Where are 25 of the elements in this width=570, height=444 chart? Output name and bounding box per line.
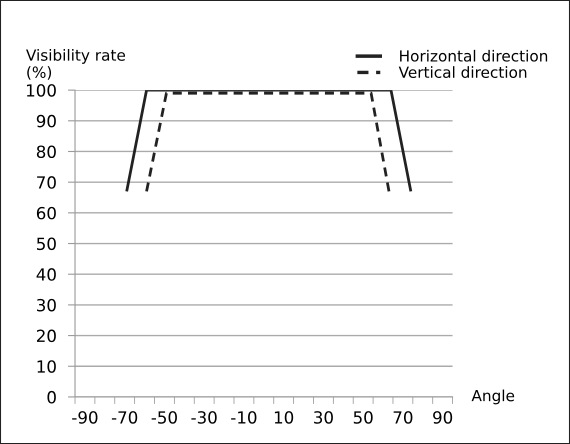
x-tick-label: 70 [394,411,412,424]
x-tick-label: -10 [231,411,256,424]
y-tick-label: 10 [38,360,56,373]
y-tick-label: 80 [36,145,56,158]
y-tick-label: 40 [36,268,56,281]
y-tick-label: 70 [37,176,56,189]
legend-label: Horizontal direction [400,50,548,62]
x-tick-label: 30 [314,411,333,424]
y-axis-title: Visibility rate (%) [26,49,126,80]
y-tick-label: 30 [37,298,56,312]
y-tick-label: 0 [47,390,56,404]
x-tick-label: 10 [274,411,294,424]
x-tick-label: 90 [433,411,452,424]
y-tick-label: 100 [26,84,56,97]
y-tick-label: 20 [36,330,56,342]
x-tick-label: 50 [354,411,373,424]
x-tick-label: -90 [72,411,98,424]
y-tick-label: 90 [36,114,56,128]
y-tick-label: 50 [37,237,56,250]
x-tick-label: -30 [191,411,217,424]
x-axis-title: Angle [472,390,514,404]
x-tick-label: -50 [152,411,177,424]
legend-label: Vertical direction [398,66,526,78]
y-tick-label: 60 [36,206,56,220]
x-tick-label: -70 [112,411,138,424]
